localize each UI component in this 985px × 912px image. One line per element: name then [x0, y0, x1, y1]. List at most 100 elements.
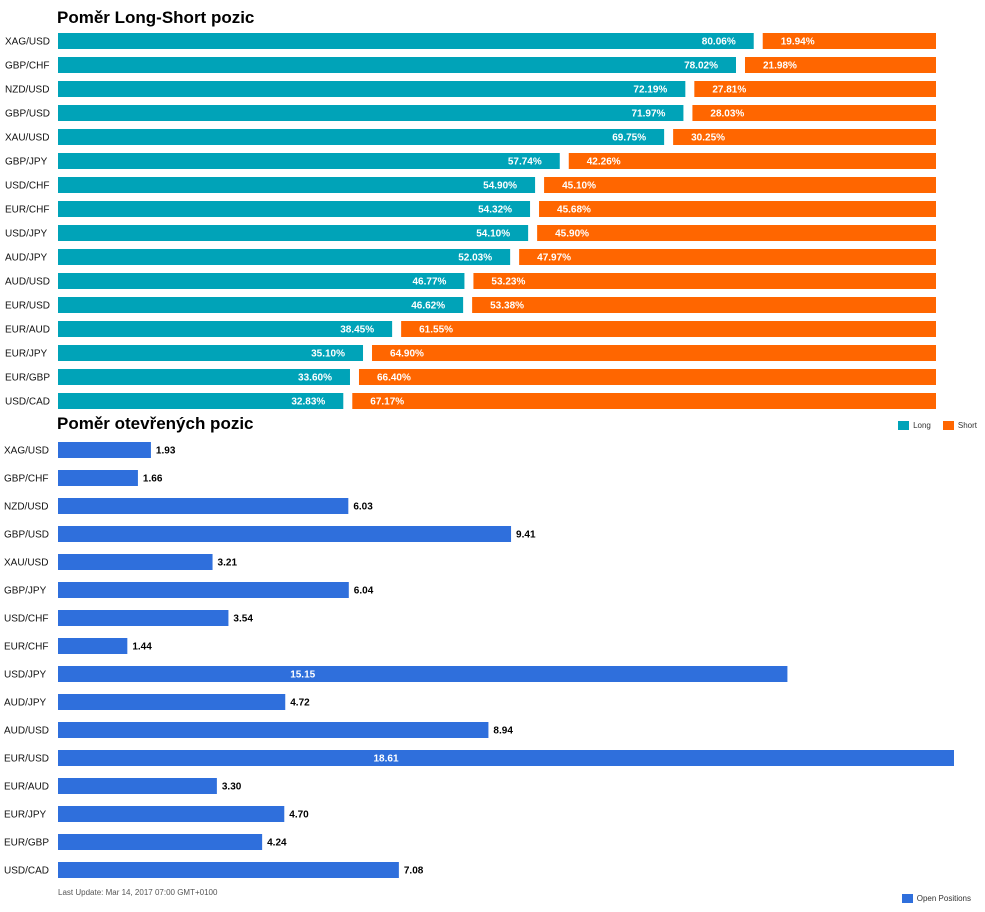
- op-category-label-eur-usd: EUR/USD: [4, 754, 49, 765]
- short-value-label-eur-usd: 53.38%: [490, 301, 524, 312]
- long-value-label-eur-usd: 46.62%: [411, 301, 445, 312]
- short-bar-gbp-jpy: [568, 153, 936, 169]
- long-bar-usd-jpy: [58, 225, 529, 241]
- short-bar-gbp-chf: [744, 57, 936, 73]
- long-bar-gbp-jpy: [58, 153, 560, 169]
- open-positions-value-eur-aud: 3.30: [222, 782, 242, 793]
- long-bar-usd-chf: [58, 177, 536, 193]
- open-positions-bar-usd-jpy: [58, 666, 788, 682]
- short-bar-usd-cad: [352, 393, 936, 409]
- open-positions-bar-eur-chf: [58, 638, 128, 654]
- open-positions-value-eur-usd: 18.61: [373, 754, 398, 765]
- op-category-label-gbp-chf: GBP/CHF: [4, 474, 48, 485]
- legend-item-short[interactable]: Short: [942, 421, 977, 430]
- open-positions-value-gbp-chf: 1.66: [143, 474, 163, 485]
- long-bar-gbp-chf: [58, 57, 736, 73]
- long-bar-xag-usd: [58, 33, 754, 49]
- short-bar-eur-chf: [539, 201, 936, 217]
- long-bar-eur-chf: [58, 201, 531, 217]
- short-value-label-eur-jpy: 64.90%: [390, 349, 424, 360]
- long-bar-eur-usd: [58, 297, 464, 313]
- long-value-label-usd-chf: 54.90%: [483, 181, 517, 192]
- open-positions-value-nzd-usd: 6.03: [353, 502, 373, 513]
- short-value-label-usd-cad: 67.17%: [370, 397, 404, 408]
- short-value-label-eur-chf: 45.68%: [557, 205, 591, 216]
- short-bar-eur-aud: [401, 321, 936, 337]
- open-positions-value-aud-jpy: 4.72: [290, 698, 310, 709]
- long-value-label-eur-chf: 54.32%: [478, 205, 512, 216]
- long-value-label-gbp-usd: 71.97%: [631, 109, 665, 120]
- open-positions-value-usd-jpy: 15.15: [290, 670, 315, 681]
- long-value-label-usd-cad: 32.83%: [291, 397, 325, 408]
- long-value-label-aud-usd: 46.77%: [413, 277, 447, 288]
- long-short-legend: Long Short: [886, 421, 977, 430]
- short-value-label-usd-chf: 45.10%: [562, 181, 596, 192]
- long-value-label-gbp-jpy: 57.74%: [508, 157, 542, 168]
- open-positions-value-eur-jpy: 4.70: [289, 810, 309, 821]
- open-positions-bar-aud-usd: [58, 722, 489, 738]
- ls-category-label-gbp-chf: GBP/CHF: [5, 61, 49, 72]
- open-positions-value-xau-usd: 3.21: [218, 558, 238, 569]
- long-bar-nzd-usd: [58, 81, 686, 97]
- op-category-label-aud-usd: AUD/USD: [4, 726, 49, 737]
- ls-category-label-eur-jpy: EUR/JPY: [5, 349, 48, 360]
- open-positions-bar-xag-usd: [58, 442, 151, 458]
- ls-category-label-usd-chf: USD/CHF: [5, 181, 49, 192]
- legend-item-open-positions[interactable]: Open Positions: [901, 894, 971, 903]
- ls-category-label-nzd-usd: NZD/USD: [5, 85, 49, 96]
- ls-category-label-eur-gbp: EUR/GBP: [5, 373, 50, 384]
- op-category-label-aud-jpy: AUD/JPY: [4, 698, 47, 709]
- short-bar-eur-usd: [472, 297, 936, 313]
- ls-category-label-aud-usd: AUD/USD: [5, 277, 50, 288]
- legend-label-short: Short: [957, 421, 977, 430]
- op-category-label-usd-jpy: USD/JPY: [4, 670, 47, 681]
- open-positions-value-usd-chf: 3.54: [233, 614, 253, 625]
- long-bar-eur-gbp: [58, 369, 350, 385]
- short-value-label-eur-gbp: 66.40%: [377, 373, 411, 384]
- long-value-label-eur-gbp: 33.60%: [298, 373, 332, 384]
- legend-swatch-open-positions: [901, 894, 913, 903]
- op-category-label-xau-usd: XAU/USD: [4, 558, 48, 569]
- open-positions-bar-usd-cad: [58, 862, 399, 878]
- ls-category-label-usd-jpy: USD/JPY: [5, 229, 48, 240]
- op-category-label-usd-cad: USD/CAD: [4, 866, 49, 877]
- legend-label-open-positions: Open Positions: [916, 894, 971, 903]
- long-bar-usd-cad: [58, 393, 344, 409]
- legend-item-long[interactable]: Long: [898, 421, 931, 430]
- ls-category-label-xau-usd: XAU/USD: [5, 133, 49, 144]
- long-value-label-aud-jpy: 52.03%: [458, 253, 492, 264]
- open-positions-bar-eur-jpy: [58, 806, 285, 822]
- open-positions-bar-usd-chf: [58, 610, 229, 626]
- short-bar-nzd-usd: [694, 81, 936, 97]
- ls-category-label-usd-cad: USD/CAD: [5, 397, 50, 408]
- short-bar-aud-jpy: [519, 249, 936, 265]
- short-bar-gbp-usd: [692, 105, 936, 121]
- legend-swatch-short: [942, 421, 954, 430]
- op-category-label-eur-chf: EUR/CHF: [4, 642, 48, 653]
- short-value-label-usd-jpy: 45.90%: [555, 229, 589, 240]
- open-positions-bar-xau-usd: [58, 554, 213, 570]
- ls-category-label-eur-chf: EUR/CHF: [5, 205, 49, 216]
- short-bar-usd-jpy: [537, 225, 936, 241]
- long-value-label-nzd-usd: 72.19%: [633, 85, 667, 96]
- short-bar-eur-gbp: [358, 369, 936, 385]
- open-positions-value-xag-usd: 1.93: [156, 446, 176, 457]
- short-value-label-nzd-usd: 27.81%: [712, 85, 746, 96]
- open-positions-bar-aud-jpy: [58, 694, 286, 710]
- short-value-label-xau-usd: 30.25%: [691, 133, 725, 144]
- long-short-chart-title: Poměr Long-Short pozic: [57, 8, 255, 27]
- open-positions-bar-nzd-usd: [58, 498, 349, 514]
- op-category-label-usd-chf: USD/CHF: [4, 614, 48, 625]
- ls-category-label-eur-aud: EUR/AUD: [5, 325, 50, 336]
- op-category-label-gbp-usd: GBP/USD: [4, 530, 49, 541]
- op-category-label-nzd-usd: NZD/USD: [4, 502, 48, 513]
- open-positions-value-usd-cad: 7.08: [404, 866, 424, 877]
- short-value-label-gbp-jpy: 42.26%: [587, 157, 621, 168]
- open-positions-bar-gbp-jpy: [58, 582, 349, 598]
- legend-swatch-long: [898, 421, 910, 430]
- open-positions-bar-gbp-chf: [58, 470, 138, 486]
- open-positions-value-eur-gbp: 4.24: [267, 838, 287, 849]
- open-positions-value-aud-usd: 8.94: [493, 726, 513, 737]
- short-value-label-gbp-usd: 28.03%: [710, 109, 744, 120]
